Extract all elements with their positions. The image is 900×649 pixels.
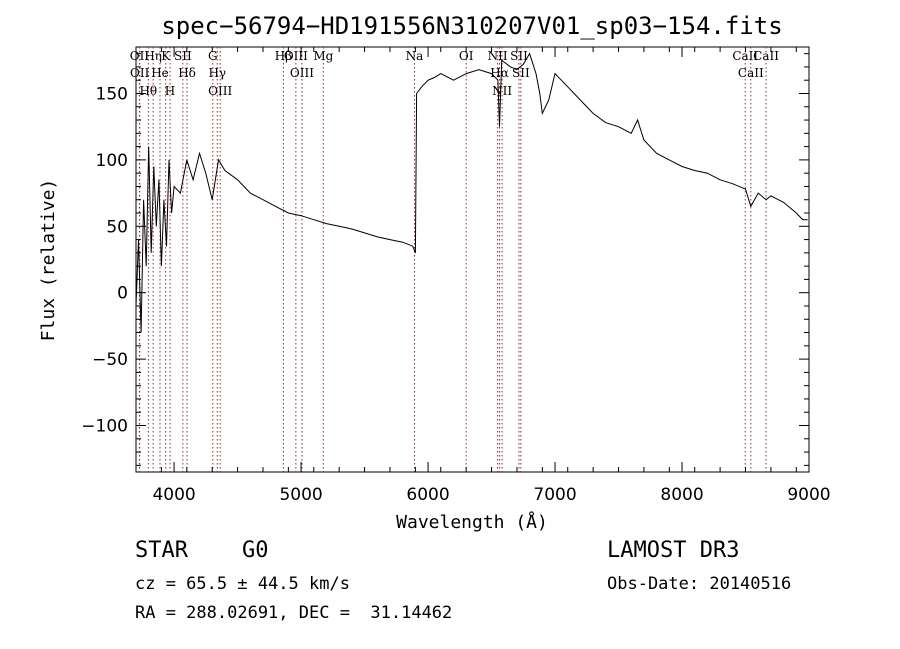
- object-class: STAR: [135, 538, 188, 563]
- line-label-21: SII: [510, 49, 528, 63]
- x-tick-label-3: 7000: [533, 485, 576, 505]
- line-label-14: OIII: [290, 66, 314, 80]
- line-label-15: Mg: [313, 49, 333, 63]
- line-label-2: OII: [130, 66, 150, 80]
- y-tick-label-5: 150: [96, 84, 128, 104]
- line-label-24: CaII: [738, 66, 764, 80]
- x-tick-label-1: 5000: [279, 485, 322, 505]
- line-label-13: OIII: [284, 49, 308, 63]
- spectral-line-markers: [138, 47, 767, 472]
- x-axis: 4000 5000 6000 7000 8000 9000: [135, 47, 831, 505]
- y-axis-label: Flux (relative): [38, 179, 59, 342]
- line-label-11: G: [208, 49, 218, 63]
- x-tick-label-4: 8000: [660, 485, 703, 505]
- y-tick-label-1: −50: [92, 350, 128, 370]
- line-label-5: K: [161, 49, 171, 63]
- line-label-12: Hβ: [275, 49, 292, 63]
- line-label-1: OII: [130, 49, 150, 63]
- coordinates: RA = 288.02691, DEC = 31.14462: [135, 603, 453, 623]
- line-label-4: He: [151, 66, 169, 80]
- line-label-23: CaII: [732, 49, 758, 63]
- line-label-6: H: [165, 84, 175, 98]
- line-label-10: Hγ: [208, 66, 226, 80]
- spectrum-series: [135, 52, 808, 333]
- y-tick-label-3: 50: [106, 217, 128, 237]
- spectrum-line: [135, 52, 808, 333]
- line-label-19: Hα: [490, 66, 509, 80]
- obs-date: Obs-Date: 20140516: [607, 574, 792, 594]
- line-label-18: NII: [488, 49, 508, 63]
- y-tick-label-0: −100: [81, 417, 128, 437]
- y-tick-label-4: 100: [96, 151, 128, 171]
- line-label-20: NII: [492, 84, 512, 98]
- x-tick-label-2: 6000: [406, 485, 449, 505]
- line-label-22: SII: [512, 66, 530, 80]
- redshift-cz: cz = 65.5 ± 44.5 km/s: [135, 574, 350, 594]
- line-label-17: OI: [459, 49, 474, 63]
- x-tick-label-0: 4000: [152, 485, 195, 505]
- object-subclass: G0: [242, 538, 269, 563]
- y-tick-label-2: 0: [117, 284, 128, 304]
- x-tick-label-5: 9000: [787, 485, 830, 505]
- line-label-8: Hδ: [178, 66, 196, 80]
- line-label-0: Hθ: [139, 84, 157, 98]
- survey-name: LAMOST DR3: [607, 538, 740, 563]
- x-axis-label: Wavelength (Å): [396, 511, 548, 533]
- line-label-7: SII: [174, 49, 192, 63]
- line-label-3: Hη: [144, 49, 162, 63]
- line-label-9: OIII: [208, 84, 232, 98]
- y-axis: −100 −50 0 50 100 150: [81, 53, 809, 466]
- plot-area: [135, 46, 810, 473]
- chart-title: spec−56794−HD191556N310207V01_sp03−154.f…: [161, 12, 782, 40]
- line-label-25: CaII: [753, 49, 779, 63]
- line-label-16: Na: [406, 49, 424, 63]
